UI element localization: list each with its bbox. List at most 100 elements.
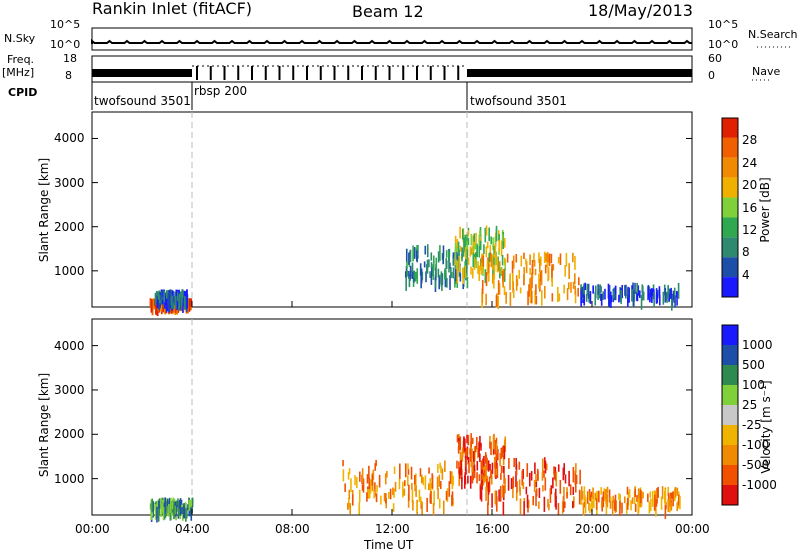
- velocity-data-point: [522, 469, 524, 480]
- velocity-data-point: [366, 492, 368, 502]
- power-data-point: [551, 293, 554, 302]
- velocity-data-point: [358, 503, 360, 515]
- velocity-data-point: [648, 501, 651, 514]
- velocity-data-point: [647, 493, 649, 503]
- power-data-point: [672, 290, 675, 301]
- velocity-data-point: [403, 488, 406, 496]
- velocity-data-point: [525, 486, 528, 495]
- velocity-data-point: [538, 487, 541, 499]
- power-data-point: [405, 277, 407, 291]
- velocity-data-point: [619, 500, 621, 517]
- power-data-point: [466, 255, 468, 262]
- power-data-point: [179, 291, 182, 299]
- x-tick-label: 16:00: [475, 522, 510, 536]
- power-data-point: [667, 285, 669, 299]
- velocity-data-point: [501, 446, 504, 458]
- power-data-point: [442, 254, 444, 265]
- velocity-data-point: [545, 463, 548, 471]
- velocity-data-point: [561, 501, 564, 514]
- power-data-point: [669, 288, 671, 296]
- velocity-data-point: [503, 474, 505, 484]
- power-data-point: [409, 250, 411, 259]
- velocity-data-point: [606, 493, 609, 508]
- power-data-point: [466, 234, 468, 247]
- velocity-data-point: [543, 496, 546, 512]
- power-data-point: [636, 289, 639, 302]
- power-ytick-label: 2000: [54, 219, 85, 234]
- power-data-point: [452, 254, 455, 266]
- power-data-point: [466, 276, 469, 289]
- velocity-data-point: [468, 462, 470, 474]
- power-data-point: [503, 257, 506, 266]
- velocity-data-point: [479, 435, 481, 448]
- velocity-data-point: [554, 466, 557, 474]
- velocity-colorbar-segment: [722, 405, 738, 425]
- velocity-data-point: [495, 451, 498, 461]
- power-data-point: [438, 277, 441, 290]
- power-colorbar-segment: [722, 197, 738, 218]
- velocity-data-point: [535, 474, 537, 482]
- power-data-point: [406, 261, 408, 269]
- velocity-data-point: [563, 486, 565, 502]
- power-data-point: [170, 296, 173, 306]
- power-data-point: [585, 293, 588, 302]
- velocity-data-point: [676, 502, 679, 512]
- velocity-data-point: [636, 495, 638, 503]
- power-data-point: [535, 295, 538, 305]
- velocity-data-point: [473, 451, 475, 463]
- velocity-data-point: [438, 474, 441, 487]
- power-data-point: [432, 263, 435, 280]
- velocity-data-point: [555, 471, 558, 487]
- power-data-point: [184, 291, 186, 300]
- power-data-point: [430, 273, 433, 285]
- power-data-point: [656, 292, 658, 304]
- power-data-point: [471, 268, 474, 279]
- power-data-point: [411, 262, 414, 273]
- velocity-data-point: [593, 498, 595, 509]
- power-data-point: [625, 284, 627, 297]
- power-data-point: [186, 289, 188, 296]
- power-data-point: [509, 292, 512, 306]
- power-data-point: [634, 282, 636, 294]
- velocity-data-point: [542, 485, 544, 492]
- velocity-data-point: [467, 456, 470, 465]
- freq-label-1: Freq.: [7, 53, 35, 66]
- power-data-point: [600, 286, 602, 293]
- velocity-data-point: [535, 479, 538, 488]
- velocity-data-point: [349, 503, 352, 515]
- velocity-data-point: [175, 505, 177, 517]
- power-data-point: [408, 276, 411, 288]
- velocity-data-point: [568, 470, 570, 487]
- velocity-data-point: [498, 489, 500, 502]
- velocity-data-point: [574, 470, 577, 485]
- velocity-data-point: [348, 468, 351, 475]
- power-data-point: [463, 266, 466, 279]
- power-data-point: [506, 253, 509, 263]
- power-data-point: [544, 264, 547, 274]
- velocity-data-point: [526, 494, 529, 508]
- power-data-point: [620, 289, 622, 305]
- velocity-data-point: [459, 436, 462, 451]
- power-data-point: [474, 242, 477, 250]
- velocity-data-point: [494, 440, 497, 455]
- power-data-point: [484, 227, 487, 243]
- velocity-data-point: [375, 493, 378, 503]
- power-data-point: [479, 230, 481, 238]
- velocity-data-point: [371, 480, 374, 492]
- power-data-point: [485, 272, 488, 287]
- power-data-point: [535, 284, 537, 295]
- velocity-data-point: [383, 492, 386, 502]
- power-data-point: [531, 259, 534, 275]
- power-data-point: [461, 228, 464, 240]
- velocity-data-point: [535, 488, 538, 497]
- velocity-data-point: [578, 489, 581, 505]
- power-data-point: [182, 297, 184, 314]
- x-axis-label: Time UT: [364, 538, 414, 552]
- power-data-point: [584, 282, 587, 291]
- velocity-data-point: [427, 483, 430, 491]
- power-data-point: [624, 285, 626, 296]
- velocity-data-point: [393, 488, 395, 498]
- velocity-data-point: [621, 502, 623, 514]
- power-data-point: [551, 264, 553, 278]
- power-data-point: [498, 240, 501, 252]
